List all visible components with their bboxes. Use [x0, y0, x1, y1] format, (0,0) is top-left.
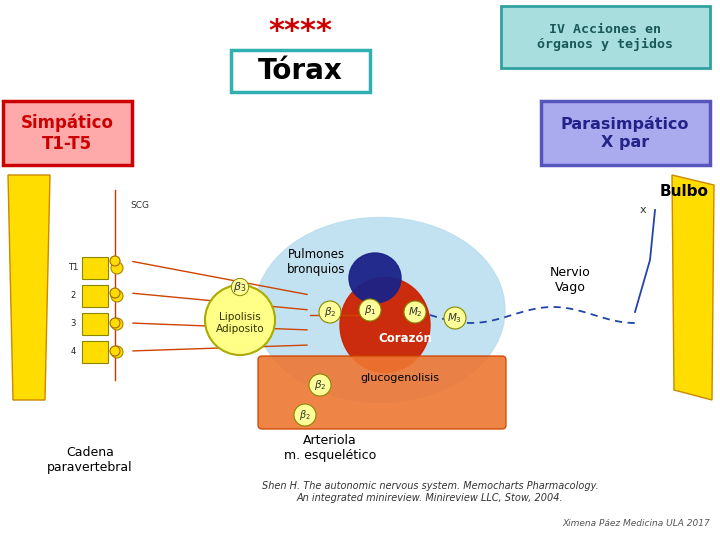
Circle shape — [110, 288, 120, 298]
Circle shape — [205, 285, 275, 355]
Text: $\beta_1$: $\beta_1$ — [364, 303, 377, 317]
Text: SCG: SCG — [130, 200, 149, 210]
Circle shape — [294, 404, 316, 426]
Circle shape — [444, 307, 466, 329]
Text: $\beta_2$: $\beta_2$ — [324, 305, 336, 319]
Ellipse shape — [340, 278, 430, 373]
Circle shape — [111, 262, 123, 274]
FancyBboxPatch shape — [231, 50, 370, 92]
Text: Arteriola
m. esquelético: Arteriola m. esquelético — [284, 434, 376, 462]
Text: $M_2$: $M_2$ — [408, 305, 423, 319]
Text: Nervio
Vago: Nervio Vago — [549, 266, 590, 294]
Text: 2: 2 — [71, 292, 76, 300]
FancyBboxPatch shape — [82, 313, 108, 335]
Text: Pulmones
bronquios: Pulmones bronquios — [287, 248, 346, 276]
FancyBboxPatch shape — [82, 341, 108, 363]
Text: Bulbo: Bulbo — [660, 185, 709, 199]
Text: Simpático
T1-T5: Simpático T1-T5 — [20, 113, 114, 153]
Text: x: x — [639, 205, 647, 215]
Ellipse shape — [255, 218, 505, 402]
FancyBboxPatch shape — [82, 285, 108, 307]
Text: glucogenolisis: glucogenolisis — [361, 373, 439, 383]
FancyBboxPatch shape — [82, 257, 108, 279]
Text: $\beta_2$: $\beta_2$ — [314, 378, 326, 392]
Text: Ximena Páez Medicina ULA 2017: Ximena Páez Medicina ULA 2017 — [562, 519, 710, 528]
Ellipse shape — [349, 253, 401, 303]
Circle shape — [309, 374, 331, 396]
Text: T1: T1 — [68, 264, 78, 273]
Text: Corazón: Corazón — [378, 332, 432, 345]
FancyBboxPatch shape — [501, 6, 710, 68]
Circle shape — [319, 301, 341, 323]
Text: $\beta_2$: $\beta_2$ — [299, 408, 311, 422]
Circle shape — [110, 318, 120, 328]
Text: Cadena
paravertebral: Cadena paravertebral — [48, 446, 132, 474]
Polygon shape — [672, 175, 714, 400]
Circle shape — [111, 318, 123, 330]
Text: Shen H. The autonomic nervous system. Memocharts Pharmacology.
An integrated min: Shen H. The autonomic nervous system. Me… — [261, 481, 598, 503]
FancyBboxPatch shape — [3, 101, 132, 165]
Text: $\beta_3$: $\beta_3$ — [233, 280, 247, 294]
Circle shape — [111, 346, 123, 358]
Circle shape — [111, 290, 123, 302]
Circle shape — [110, 256, 120, 266]
FancyBboxPatch shape — [258, 356, 506, 429]
Circle shape — [404, 301, 426, 323]
Text: ****: **** — [268, 17, 332, 46]
Circle shape — [359, 299, 381, 321]
Text: 3: 3 — [71, 320, 76, 328]
Text: IV Acciones en
órganos y tejidos: IV Acciones en órganos y tejidos — [537, 23, 673, 51]
Circle shape — [110, 346, 120, 356]
FancyBboxPatch shape — [541, 101, 710, 165]
Text: Parasimpático
X par: Parasimpático X par — [561, 116, 689, 150]
Text: 4: 4 — [71, 348, 76, 356]
Text: Tórax: Tórax — [258, 57, 343, 85]
Polygon shape — [8, 175, 50, 400]
Text: Lipolisis
Adiposito: Lipolisis Adiposito — [216, 312, 264, 334]
Text: $M_3$: $M_3$ — [448, 311, 462, 325]
